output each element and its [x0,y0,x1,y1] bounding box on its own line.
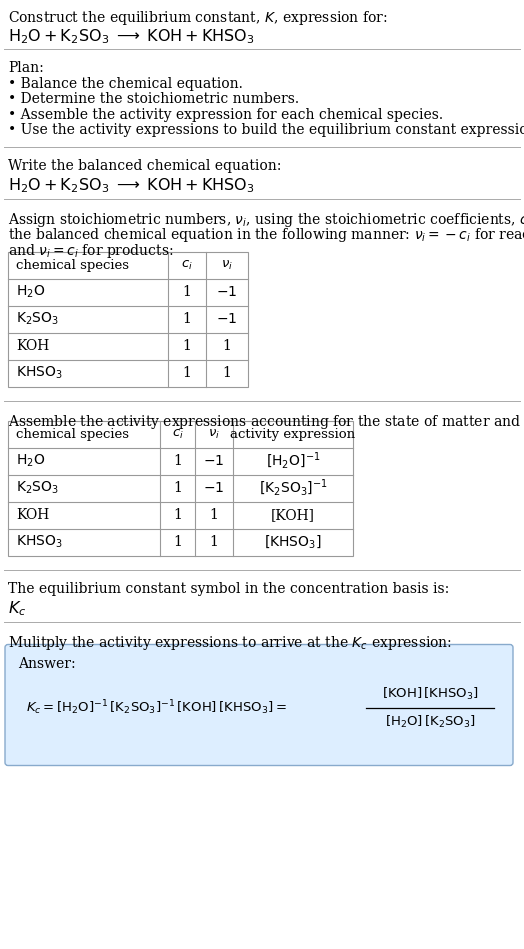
Text: $-1$: $-1$ [216,312,237,326]
Text: Assign stoichiometric numbers, $\nu_i$, using the stoichiometric coefficients, $: Assign stoichiometric numbers, $\nu_i$, … [8,211,524,229]
Text: Plan:: Plan: [8,61,43,75]
Text: Assemble the activity expressions accounting for the state of matter and $\nu_i$: Assemble the activity expressions accoun… [8,413,524,431]
Text: • Use the activity expressions to build the equilibrium constant expression.: • Use the activity expressions to build … [8,123,524,137]
Text: 1: 1 [182,312,191,326]
Text: $-1$: $-1$ [203,481,225,495]
Text: 1: 1 [210,508,219,522]
Text: 1: 1 [182,339,191,353]
Text: $\mathrm{KHSO_3}$: $\mathrm{KHSO_3}$ [16,533,63,550]
Text: $[\mathrm{H_2O}]^{-1}$: $[\mathrm{H_2O}]^{-1}$ [266,451,320,472]
Text: $\mathrm{H_2O + K_2SO_3 \;\longrightarrow\; KOH + KHSO_3}$: $\mathrm{H_2O + K_2SO_3 \;\longrightarro… [8,27,255,46]
Text: $c_i$: $c_i$ [171,427,183,440]
Text: $c_i$: $c_i$ [181,258,193,271]
Text: $\nu_i$: $\nu_i$ [208,427,220,440]
Text: $\mathrm{H_2O}$: $\mathrm{H_2O}$ [16,284,45,300]
Text: KOH: KOH [16,508,49,522]
Text: 1: 1 [173,508,182,522]
Text: 1: 1 [182,285,191,299]
Text: 1: 1 [173,454,182,468]
Text: $\mathrm{H_2O + K_2SO_3 \;\longrightarrow\; KOH + KHSO_3}$: $\mathrm{H_2O + K_2SO_3 \;\longrightarro… [8,177,255,195]
Text: • Balance the chemical equation.: • Balance the chemical equation. [8,77,243,90]
Text: $[\mathrm{KOH}]\,[\mathrm{KHSO_3}]$: $[\mathrm{KOH}]\,[\mathrm{KHSO_3}]$ [381,685,478,701]
Text: and $\nu_i = c_i$ for products:: and $\nu_i = c_i$ for products: [8,241,173,259]
Text: 1: 1 [182,366,191,380]
Text: Mulitply the activity expressions to arrive at the $K_c$ expression:: Mulitply the activity expressions to arr… [8,634,452,652]
Text: KOH: KOH [16,339,49,353]
Text: Write the balanced chemical equation:: Write the balanced chemical equation: [8,158,281,173]
Text: the balanced chemical equation in the following manner: $\nu_i = -c_i$ for react: the balanced chemical equation in the fo… [8,226,524,244]
Text: 1: 1 [173,481,182,495]
Text: $K_c = [\mathrm{H_2O}]^{-1}\,[\mathrm{K_2SO_3}]^{-1}\,[\mathrm{KOH}]\,[\mathrm{K: $K_c = [\mathrm{H_2O}]^{-1}\,[\mathrm{K_… [26,698,287,716]
Text: • Assemble the activity expression for each chemical species.: • Assemble the activity expression for e… [8,107,443,121]
Text: $-1$: $-1$ [203,454,225,468]
Text: chemical species: chemical species [16,258,129,271]
Text: Answer:: Answer: [18,658,75,672]
FancyBboxPatch shape [5,644,513,766]
Text: $\mathrm{H_2O}$: $\mathrm{H_2O}$ [16,453,45,469]
Text: $\mathrm{K_2SO_3}$: $\mathrm{K_2SO_3}$ [16,311,59,327]
Text: The equilibrium constant symbol in the concentration basis is:: The equilibrium constant symbol in the c… [8,582,449,596]
Text: • Determine the stoichiometric numbers.: • Determine the stoichiometric numbers. [8,92,299,106]
Text: $\mathrm{K_2SO_3}$: $\mathrm{K_2SO_3}$ [16,480,59,496]
Text: $[\mathrm{KHSO_3}]$: $[\mathrm{KHSO_3}]$ [264,533,322,550]
Text: 1: 1 [223,339,232,353]
Bar [8,420,353,555]
Text: activity expression: activity expression [231,427,356,440]
Text: Construct the equilibrium constant, $K$, expression for:: Construct the equilibrium constant, $K$,… [8,9,388,27]
Text: chemical species: chemical species [16,427,129,440]
Text: 1: 1 [173,535,182,549]
Text: 1: 1 [223,366,232,380]
Text: $-1$: $-1$ [216,285,237,299]
Text: [KOH]: [KOH] [271,508,315,522]
Text: $[\mathrm{K_2SO_3}]^{-1}$: $[\mathrm{K_2SO_3}]^{-1}$ [259,477,328,498]
Text: $\mathrm{KHSO_3}$: $\mathrm{KHSO_3}$ [16,364,63,381]
Text: $\nu_i$: $\nu_i$ [221,258,233,271]
Text: $K_c$: $K_c$ [8,600,26,618]
Bar [8,251,248,386]
Text: $[\mathrm{H_2O}]\,[\mathrm{K_2SO_3}]$: $[\mathrm{H_2O}]\,[\mathrm{K_2SO_3}]$ [385,714,475,730]
Text: 1: 1 [210,535,219,549]
